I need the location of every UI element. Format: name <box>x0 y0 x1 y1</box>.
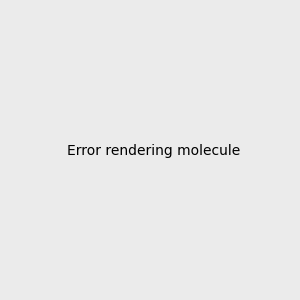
Text: Error rendering molecule: Error rendering molecule <box>67 145 240 158</box>
